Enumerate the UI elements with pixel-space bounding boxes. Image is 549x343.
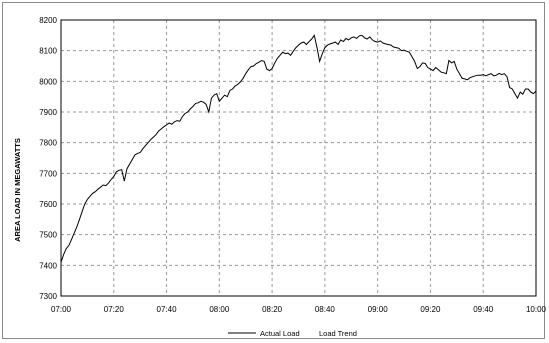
y-tick-label: 7400 xyxy=(39,261,57,270)
y-tick-label: 7600 xyxy=(39,200,57,209)
y-axis-label: AREA LOAD IN MEGAWATTS xyxy=(13,138,22,242)
x-tick-label: 09:40 xyxy=(473,305,494,314)
y-tick-label: 8000 xyxy=(39,77,57,86)
y-tick-label: 7700 xyxy=(39,169,57,178)
plot-area-border xyxy=(60,19,537,297)
x-tick-label: 08:20 xyxy=(262,305,283,314)
legend-label-load-trend: Load Trend xyxy=(319,329,357,338)
x-tick-label: 08:00 xyxy=(209,305,230,314)
series-line-actual-load xyxy=(60,34,537,263)
x-tick-label: 07:20 xyxy=(104,305,125,314)
legend-label-actual-load: Actual Load xyxy=(260,329,300,338)
x-tick-label: 07:00 xyxy=(51,305,72,314)
legend: Actual Load Load Trend xyxy=(228,329,357,338)
y-tick-label: 7500 xyxy=(39,231,57,240)
x-tick-label: 09:00 xyxy=(368,305,389,314)
x-tick-label: 10:00 xyxy=(526,305,547,314)
x-tick-labels: 07:00 07:20 07:40 08:00 08:20 08:40 09:00 09:20… xyxy=(51,305,547,314)
chart-frame xyxy=(2,2,545,339)
y-tick-label: 7300 xyxy=(39,292,57,301)
x-tick-label: 08:40 xyxy=(315,305,336,314)
x-tick-label: 07:40 xyxy=(157,305,178,314)
y-tick-label: 8200 xyxy=(39,16,57,25)
y-tick-label: 8100 xyxy=(39,47,57,56)
y-tick-labels: 7300 7400 7500 7600 7700 7800 7900 8000 8100 8200 xyxy=(39,16,57,301)
y-tick-label: 7800 xyxy=(39,139,57,148)
x-tick-label: 09:20 xyxy=(420,305,441,314)
grid-lines xyxy=(61,20,536,296)
y-tick-label: 7900 xyxy=(39,108,57,117)
